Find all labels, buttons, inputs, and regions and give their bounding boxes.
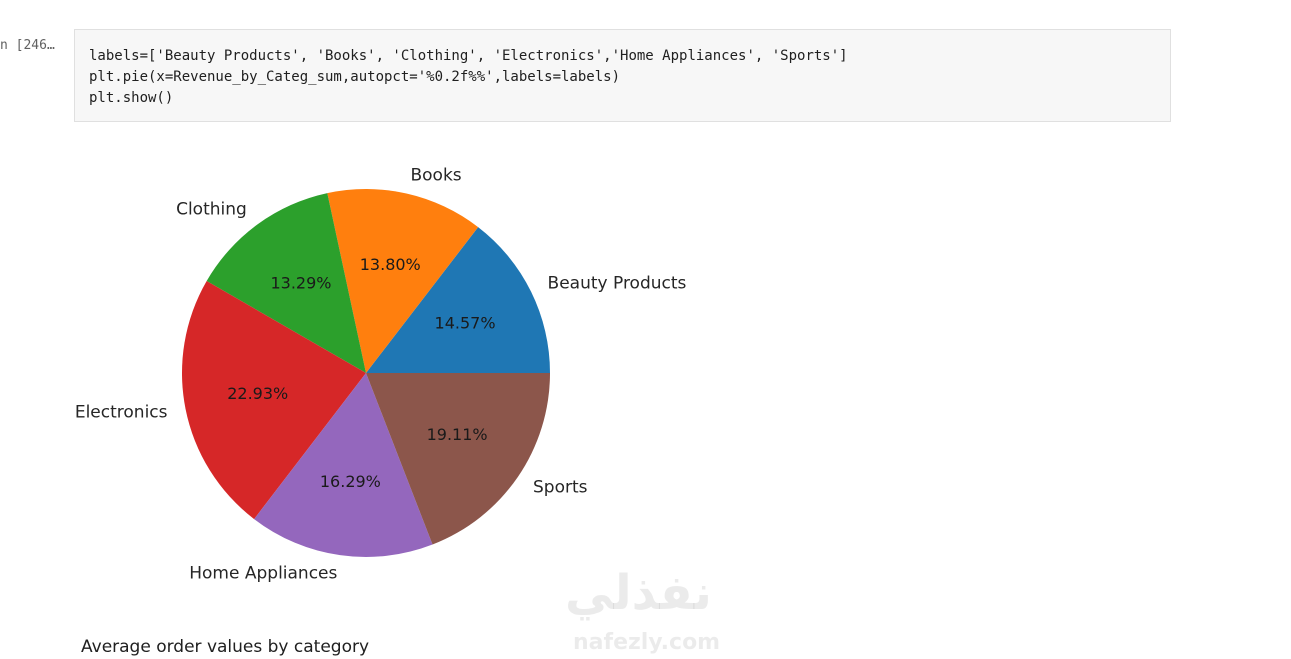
markdown-text: Average order values by category <box>81 637 370 657</box>
cell-prompt: n [246… <box>0 38 55 53</box>
slice-label: Beauty Products <box>548 274 687 294</box>
value-label: 22.93% <box>227 384 288 403</box>
pie-slice <box>206 193 366 373</box>
code-line: plt.show() <box>89 90 174 106</box>
slice-label: Clothing <box>176 199 247 219</box>
value-label: 16.29% <box>320 472 381 491</box>
slice-label: Electronics <box>75 403 168 423</box>
code-line: plt.pie(x=Revenue_by_Categ_sum,autopct='… <box>89 69 621 85</box>
value-label: 14.57% <box>435 314 496 333</box>
slice-label: Books <box>410 166 461 186</box>
slice-label: Sports <box>533 477 588 497</box>
value-label: 13.29% <box>270 273 331 292</box>
pie-slice <box>366 373 550 545</box>
code-cell[interactable]: labels=['Beauty Products', 'Books', 'Clo… <box>74 29 1171 122</box>
value-label: 19.11% <box>427 425 488 444</box>
code-line: labels=['Beauty Products', 'Books', 'Clo… <box>89 48 848 64</box>
pie-slice <box>327 189 479 373</box>
pie-slice <box>182 280 366 520</box>
watermark: نفذلي <box>565 565 712 621</box>
value-label: 13.80% <box>360 255 421 274</box>
pie-slice <box>366 227 550 373</box>
chart: Beauty Products 14.57% Books 13.80% Clothing… <box>75 166 687 584</box>
watermark: nafezly.com <box>573 630 721 655</box>
pie-slice <box>254 373 433 557</box>
slice-label: Home Appliances <box>189 563 337 583</box>
